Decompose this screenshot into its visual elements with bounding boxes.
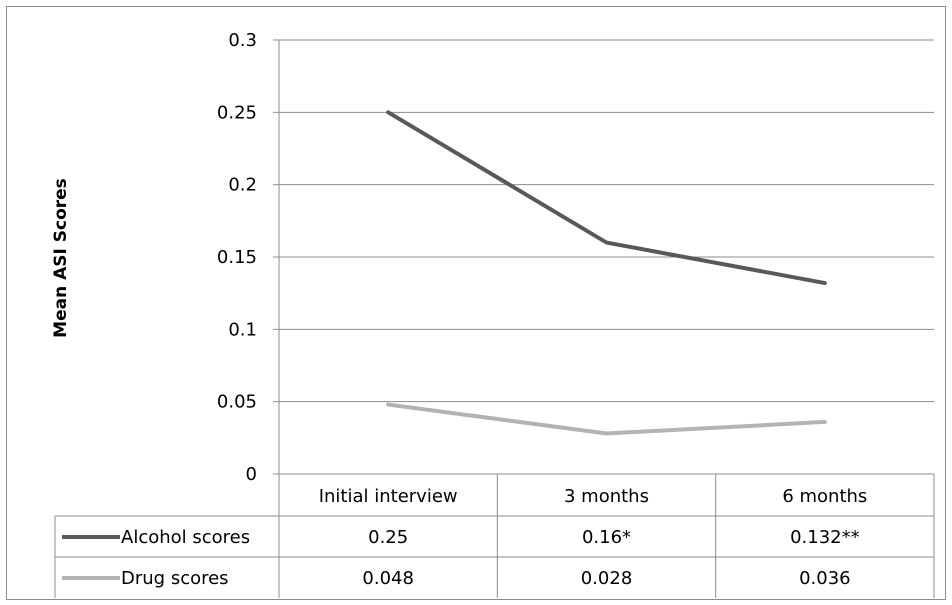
y-tick-labels: 0 0.05 0.1 0.15 0.2 0.25 0.3 [217, 30, 257, 485]
data-table: Initial interview 3 months 6 months Alcohol… [54, 473, 935, 598]
y-tick-label: 0 [246, 464, 257, 485]
gridlines [273, 39, 934, 475]
x-category-label: 6 months [782, 486, 867, 507]
series-line-alcohol-scores [386, 110, 827, 286]
table-value: 0.25 [368, 527, 408, 548]
table-value: 0.132** [790, 527, 860, 548]
table-value: 0.16* [582, 527, 631, 548]
legend-label: Alcohol scores [121, 527, 250, 548]
y-tick-label: 0.3 [228, 30, 257, 51]
table-value: 0.036 [799, 568, 851, 589]
y-tick-label: 0.1 [228, 319, 257, 340]
x-category-label: Initial interview [319, 486, 458, 507]
y-tick-label: 0.25 [217, 102, 257, 123]
series-lines [386, 110, 827, 436]
y-axis-label: Mean ASI Scores [51, 178, 71, 338]
series-line-drug-scores [386, 402, 827, 436]
table-value: 0.028 [581, 568, 633, 589]
x-category-label: 3 months [564, 486, 649, 507]
y-tick-label: 0.2 [228, 175, 257, 196]
y-tick-label: 0.05 [217, 392, 257, 413]
legend-label: Drug scores [121, 568, 229, 589]
chart-frame [6, 6, 946, 600]
table-value: 0.048 [362, 568, 414, 589]
y-tick-label: 0.15 [217, 247, 257, 268]
